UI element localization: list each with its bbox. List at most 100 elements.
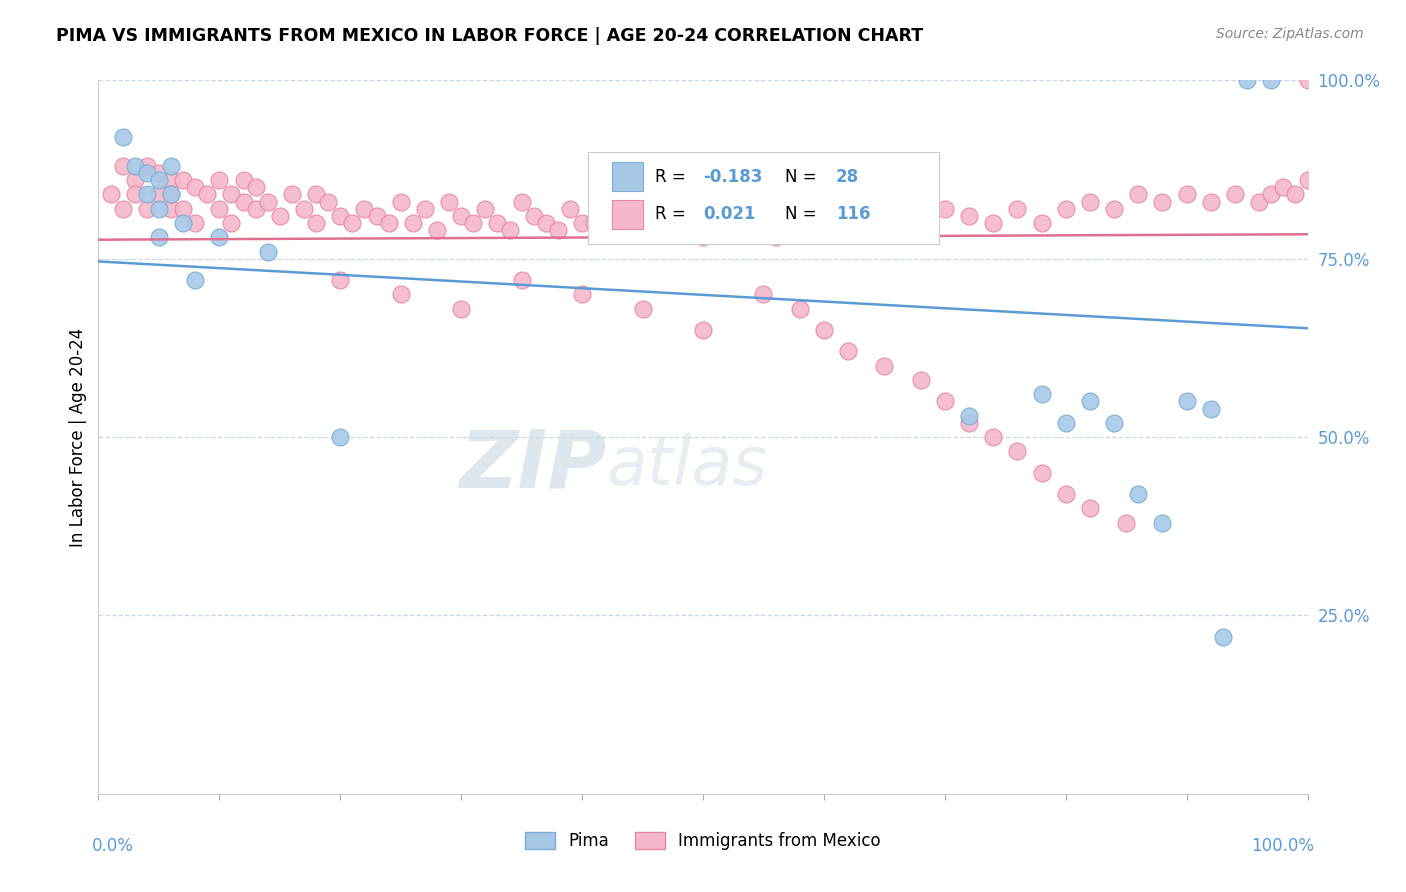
Text: N =: N = [785,168,823,186]
Point [172,216,194,230]
Point [413,202,436,216]
Point [160,187,183,202]
Point [172,202,194,216]
Point [135,202,157,216]
Point [316,194,339,209]
Point [160,202,183,216]
Point [135,187,157,202]
Point [897,216,920,230]
Point [837,209,859,223]
Point [305,187,328,202]
Point [450,209,472,223]
Point [813,216,835,230]
Point [111,130,134,145]
Point [752,209,775,223]
Text: R =: R = [655,205,690,223]
Point [981,216,1004,230]
FancyBboxPatch shape [613,200,643,228]
Point [1078,501,1101,516]
Point [631,223,654,237]
Point [1175,187,1198,202]
FancyBboxPatch shape [588,152,939,244]
Point [1296,73,1319,87]
Point [752,287,775,301]
Point [692,230,714,244]
Text: N =: N = [785,205,823,223]
Point [1031,466,1053,480]
Point [437,194,460,209]
Point [789,301,811,316]
Point [571,287,593,301]
Point [232,173,254,187]
Point [184,273,207,287]
Point [474,202,496,216]
Point [716,223,738,237]
Point [1223,187,1246,202]
Point [1078,194,1101,209]
Legend: Pima, Immigrants from Mexico: Pima, Immigrants from Mexico [519,825,887,857]
Point [957,209,980,223]
Point [124,159,146,173]
Point [135,166,157,180]
Point [668,223,690,237]
Point [160,173,183,187]
Point [389,287,412,301]
Point [256,244,278,259]
Point [148,230,170,244]
Point [498,223,520,237]
Point [148,202,170,216]
Point [329,430,352,444]
Point [195,187,218,202]
Point [655,202,678,216]
Point [1152,194,1174,209]
Text: 0.0%: 0.0% [93,837,134,855]
Point [329,273,352,287]
Point [208,230,231,244]
Point [292,202,315,216]
Point [1031,387,1053,401]
Point [1272,180,1295,194]
Text: PIMA VS IMMIGRANTS FROM MEXICO IN LABOR FORCE | AGE 20-24 CORRELATION CHART: PIMA VS IMMIGRANTS FROM MEXICO IN LABOR … [56,27,924,45]
Point [595,202,617,216]
Point [1212,630,1234,644]
Point [148,173,170,187]
Point [558,202,581,216]
Point [692,323,714,337]
Point [221,187,243,202]
Point [873,209,896,223]
Point [813,323,835,337]
Point [679,209,702,223]
Text: 0.021: 0.021 [703,205,755,223]
Point [377,216,399,230]
Point [221,216,243,230]
Point [728,202,751,216]
Point [849,223,872,237]
Point [450,301,472,316]
Text: 100.0%: 100.0% [1250,837,1313,855]
Point [1175,394,1198,409]
Point [631,301,654,316]
Point [1054,202,1077,216]
Point [329,209,352,223]
Point [644,216,666,230]
Point [135,159,157,173]
Point [342,216,364,230]
Point [281,187,304,202]
Point [353,202,375,216]
Point [172,173,194,187]
Point [148,187,170,202]
Point [1128,487,1150,501]
Point [160,159,183,173]
Point [402,216,425,230]
Point [873,359,896,373]
Point [1078,394,1101,409]
Point [111,202,134,216]
Point [910,373,932,387]
Text: 116: 116 [837,205,870,223]
Point [486,216,509,230]
Point [1260,73,1282,87]
Point [1128,187,1150,202]
Point [148,166,170,180]
Point [184,180,207,194]
Point [957,409,980,423]
